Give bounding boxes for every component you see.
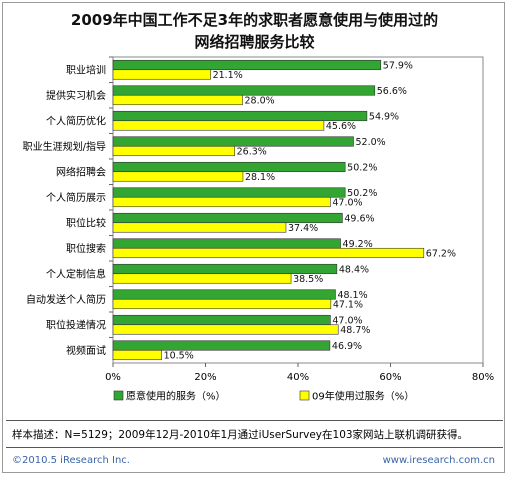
category-label: 个人简历展示	[46, 191, 106, 204]
bar-used	[112, 120, 325, 131]
bar-willing	[112, 110, 368, 122]
bar-used	[112, 349, 162, 361]
legend-swatch-used	[299, 390, 310, 401]
note-divider	[6, 420, 503, 421]
bar-willing	[112, 85, 376, 96]
value-label-willing: 56.6%	[377, 86, 407, 97]
value-label-willing: 54.9%	[369, 111, 399, 122]
value-label-willing: 50.2%	[347, 188, 377, 199]
value-label-willing: 49.2%	[343, 239, 373, 250]
footer-divider	[6, 447, 503, 448]
bar-used	[112, 171, 244, 182]
bar-willing	[112, 263, 338, 275]
category-label: 自动发送个人简历	[26, 293, 106, 306]
bar-used	[112, 273, 292, 284]
category-label: 职业培训	[66, 63, 106, 76]
value-label-used: 26.3%	[237, 146, 267, 157]
chart-frame	[2, 2, 505, 473]
value-label-used: 28.1%	[245, 172, 275, 183]
category-label: 视频面试	[66, 344, 106, 357]
bar-used	[112, 196, 331, 208]
value-label-used: 28.0%	[245, 95, 275, 106]
bar-used	[112, 94, 243, 106]
category-label: 职位比较	[66, 216, 106, 229]
bar-chart: 0% 20% 40% 60% 80% 职业培训 57.9% 21.1% 提供实习机会 56.6% 2…	[23, 56, 494, 403]
bar-willing	[112, 340, 331, 351]
bar-willing	[112, 187, 346, 198]
website-link[interactable]: www.iresearch.com.cn	[382, 455, 495, 466]
bar-willing	[112, 59, 382, 71]
category-label: 职位投递情况	[46, 318, 106, 331]
legend-swatch-willing	[113, 390, 124, 401]
bar-used	[112, 69, 211, 80]
value-label-willing: 52.0%	[356, 137, 386, 148]
value-label-used: 38.5%	[293, 274, 323, 285]
value-label-used: 45.6%	[326, 121, 356, 132]
bar-used	[112, 222, 287, 233]
bar-used	[112, 145, 235, 157]
category-label: 职位搜索	[66, 242, 106, 255]
value-label-used: 47.1%	[333, 299, 363, 310]
legend-label-used: 09年使用过服务（%）	[312, 390, 414, 403]
bar-used	[112, 324, 339, 335]
category-label: 个人简历优化	[46, 114, 106, 127]
value-label-used: 21.1%	[213, 70, 243, 81]
x-tick-label: 0%	[105, 372, 121, 383]
value-label-willing: 49.6%	[344, 213, 374, 224]
value-label-willing: 46.9%	[332, 341, 362, 352]
bar-willing	[112, 289, 336, 300]
value-label-willing: 48.4%	[339, 264, 369, 275]
x-tick-label: 60%	[379, 372, 401, 383]
bar-used	[112, 298, 332, 310]
value-label-willing: 47.0%	[332, 315, 362, 326]
x-tick-label: 20%	[194, 372, 216, 383]
chart-title-line-1: 2009年中国工作不足3年的求职者愿意使用与使用过的	[70, 11, 439, 29]
value-label-willing: 48.1%	[337, 290, 367, 301]
copyright-text: ©2010.5 iResearch Inc.	[12, 455, 130, 466]
bar-willing	[112, 136, 354, 147]
value-label-used: 48.7%	[340, 325, 370, 336]
bar-willing	[112, 212, 343, 224]
value-label-willing: 57.9%	[383, 60, 413, 71]
x-tick-label: 80%	[472, 372, 494, 383]
value-label-used: 47.0%	[332, 197, 362, 208]
value-label-used: 37.4%	[288, 223, 318, 234]
value-label-used: 67.2%	[426, 248, 456, 259]
category-label: 职业生涯规划/指导	[23, 140, 106, 153]
bar-used	[112, 247, 425, 259]
bar-willing	[112, 161, 346, 173]
category-label: 网络招聘会	[56, 165, 106, 178]
value-label-used: 10.5%	[164, 350, 194, 361]
sample-note: 样本描述：N=5129；2009年12月-2010年1月通过iUserSurve…	[12, 429, 469, 441]
category-label: 个人定制信息	[46, 267, 106, 280]
category-label: 提供实习机会	[46, 89, 106, 102]
bar-willing	[112, 238, 341, 249]
x-tick-label: 40%	[287, 372, 309, 383]
bar-willing	[112, 314, 331, 326]
chart-title-line-2: 网络招聘服务比较	[194, 33, 315, 51]
legend-label-willing: 愿意使用的服务（%）	[126, 390, 226, 403]
value-label-willing: 50.2%	[347, 162, 377, 173]
